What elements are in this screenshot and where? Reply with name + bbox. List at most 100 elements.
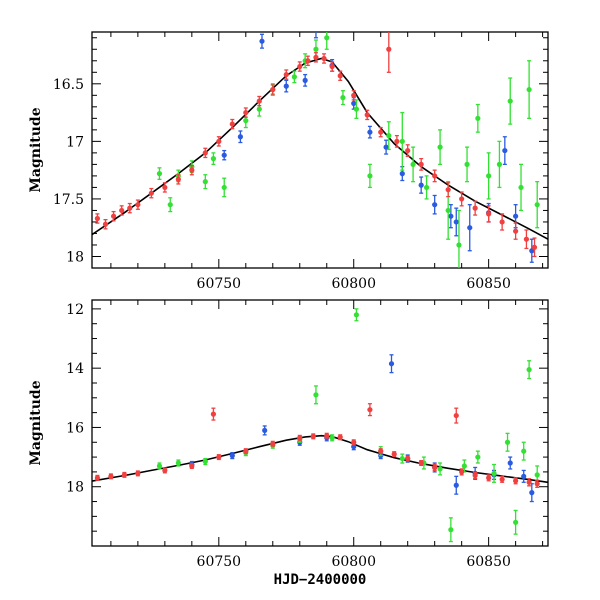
top-data-point xyxy=(534,202,540,208)
top-data-point xyxy=(386,133,392,139)
bottom-data-point xyxy=(418,460,424,466)
top-axis-ticks: 60750 60800 60850 16.5 17 17.5 18 xyxy=(53,32,548,292)
top-data-point xyxy=(313,46,319,52)
top-data-point xyxy=(259,38,265,44)
bottom-y-tick-label: 16 xyxy=(66,420,84,436)
bottom-data-point xyxy=(202,458,208,465)
top-data-point xyxy=(135,202,141,208)
top-data-point xyxy=(216,138,222,144)
top-data-point xyxy=(448,213,454,219)
top-data-point xyxy=(305,58,311,64)
top-data-point xyxy=(507,98,513,104)
top-data-point xyxy=(324,35,330,41)
bottom-data-point xyxy=(243,448,249,454)
bottom-x-tick-label: 60800 xyxy=(331,554,376,570)
bottom-data-point xyxy=(459,469,465,475)
top-data-point xyxy=(475,115,481,121)
top-data-point xyxy=(410,161,416,167)
top-panel: 60750 60800 60850 16.5 17 17.5 18 Magnitude xyxy=(28,31,549,292)
top-data-point xyxy=(526,86,532,93)
bottom-series-1 xyxy=(156,308,540,543)
bottom-data-point xyxy=(448,527,454,533)
bottom-series-2 xyxy=(94,403,540,488)
bottom-data-point xyxy=(108,473,114,479)
bottom-data-point xyxy=(351,439,357,445)
top-data-point xyxy=(367,173,373,179)
top-x-tick-label: 60750 xyxy=(197,276,242,292)
top-data-point xyxy=(221,184,227,191)
top-y-tick-label: 17 xyxy=(66,134,84,150)
top-series-1 xyxy=(156,32,540,268)
bottom-plot-frame xyxy=(91,299,549,547)
bottom-data-point xyxy=(94,475,100,481)
top-data-point xyxy=(467,225,473,231)
bottom-data-point xyxy=(472,472,478,479)
top-y-tick-label: 17.5 xyxy=(53,192,84,208)
top-model-curve xyxy=(92,57,548,240)
top-data-point xyxy=(399,138,405,144)
top-data-point xyxy=(418,182,424,188)
top-data-point xyxy=(221,152,227,158)
top-data-point xyxy=(496,161,503,167)
top-y-axis-label: Magnitude xyxy=(28,107,44,192)
top-data-point xyxy=(167,202,173,208)
bottom-data-point xyxy=(135,470,141,476)
bottom-data-point xyxy=(337,434,343,440)
bottom-data-point xyxy=(353,312,360,318)
top-data-point xyxy=(337,73,343,79)
top-data-point xyxy=(256,106,262,112)
top-data-point xyxy=(399,171,405,177)
bottom-data-point xyxy=(175,460,181,466)
top-data-point xyxy=(445,187,451,193)
bottom-data-point xyxy=(270,441,276,447)
bottom-y-tick-label: 12 xyxy=(66,302,84,318)
bottom-data-point xyxy=(513,519,519,525)
top-data-point xyxy=(340,95,346,101)
top-data-point xyxy=(283,71,289,78)
bottom-data-point xyxy=(310,433,316,439)
top-data-point xyxy=(418,161,424,167)
top-model-curve-group xyxy=(92,57,548,240)
bottom-data-point xyxy=(453,482,459,488)
bottom-data-point xyxy=(534,472,540,478)
top-data-point xyxy=(459,196,465,202)
bottom-data-point xyxy=(475,454,481,460)
top-data-point xyxy=(243,118,249,124)
bottom-data-point xyxy=(262,427,268,434)
top-data-point xyxy=(383,144,389,150)
top-data-point xyxy=(523,236,530,242)
top-data-point xyxy=(175,176,181,182)
bottom-y-axis-label: Magnitude xyxy=(28,380,44,465)
top-data-point xyxy=(502,147,508,154)
top-data-point xyxy=(453,219,459,225)
bottom-data-point xyxy=(526,479,532,485)
top-data-point xyxy=(472,205,478,211)
top-data-point xyxy=(256,98,262,104)
bottom-data-point xyxy=(491,470,497,476)
bottom-data-point xyxy=(529,490,535,496)
bottom-data-point xyxy=(216,454,222,460)
top-data-point xyxy=(405,147,411,154)
bottom-data-point xyxy=(156,463,163,469)
bottom-data-point xyxy=(297,435,303,441)
bottom-data-point xyxy=(391,451,397,457)
top-data-point xyxy=(432,173,438,179)
top-data-point xyxy=(127,205,133,211)
top-y-tick-label: 18 xyxy=(66,249,84,265)
bottom-data-point xyxy=(526,367,532,373)
top-data-point xyxy=(364,112,370,118)
top-data-point xyxy=(445,207,451,214)
top-series-2 xyxy=(94,32,538,258)
bottom-data-point xyxy=(513,478,519,484)
top-data-point xyxy=(283,83,289,89)
x-axis-label: HJD−2400000 xyxy=(274,572,367,588)
top-data-point xyxy=(202,150,208,156)
bottom-data-point xyxy=(432,464,438,471)
bottom-x-tick-label: 60850 xyxy=(466,554,511,570)
bottom-y-tick-label: 18 xyxy=(66,480,84,496)
top-data-point xyxy=(189,167,195,173)
top-data-point xyxy=(94,215,100,222)
bottom-data-point xyxy=(329,435,335,441)
bottom-data-point xyxy=(461,463,467,469)
